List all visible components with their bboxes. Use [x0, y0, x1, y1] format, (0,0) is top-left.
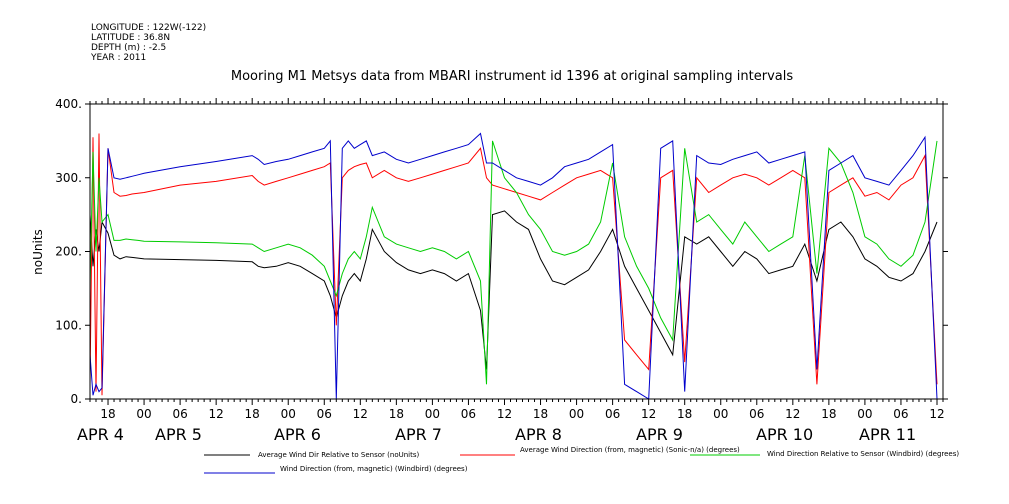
x-tick-label: 00: [425, 407, 440, 421]
y-tick-label: 300.: [55, 171, 82, 185]
x-tick-label: 00: [713, 407, 728, 421]
x-tick-label: 12: [353, 407, 368, 421]
legend-label: Average Wind Dir Relative to Sensor (noU…: [258, 451, 419, 459]
depth-text: DEPTH (m) : -2.5: [91, 43, 166, 53]
chart-title: Mooring M1 Metsys data from MBARI instru…: [231, 69, 793, 84]
x-tick-label: 06: [605, 407, 620, 421]
y-axis: 0. 100. 200. 300. 400.: [55, 97, 948, 406]
y-tick-label: 400.: [55, 97, 82, 111]
y-tick-label: 100.: [55, 318, 82, 332]
x-tick-label: 12: [785, 407, 800, 421]
x-tick-label: 18: [533, 407, 548, 421]
x-tick-label: 18: [245, 407, 260, 421]
x-tick-label: 12: [641, 407, 656, 421]
x-day-label: APR 4: [77, 425, 124, 444]
x-tick-label: 00: [569, 407, 584, 421]
x-day-label: APR 11: [859, 425, 916, 444]
x-tick-label: 06: [749, 407, 764, 421]
series-layer: [90, 132, 938, 399]
series-line-0: [90, 210, 938, 370]
x-tick-label: 00: [136, 407, 151, 421]
legend-label: Wind Direction Relative to Sensor (Windb…: [767, 450, 959, 458]
x-tick-label: 18: [821, 407, 836, 421]
x-tick-label: 18: [677, 407, 692, 421]
x-axis: 18 00 06 12 18 00 06 12 18 00 06 12 18 00 06 12 18 00 06 12…: [77, 98, 945, 444]
y-tick-label: 0.: [71, 392, 82, 406]
x-tick-label: 18: [100, 407, 115, 421]
x-day-label: APR 6: [274, 425, 321, 444]
x-tick-label: 12: [929, 407, 944, 421]
x-tick-label: 00: [857, 407, 872, 421]
x-tick-label: 00: [281, 407, 296, 421]
series-line-2: [90, 140, 938, 385]
y-tick-label: 200.: [55, 245, 82, 259]
x-tick-label: 06: [461, 407, 476, 421]
year-text: YEAR : 2011: [90, 53, 146, 63]
legend-label: Average Wind Direction (from, magnetic) …: [520, 446, 740, 454]
x-day-label: APR 8: [515, 425, 562, 444]
x-tick-label: 06: [893, 407, 908, 421]
latitude-text: LATITUDE : 36.8N: [91, 33, 170, 43]
series-line-3: [90, 132, 938, 399]
x-day-label: APR 10: [756, 425, 813, 444]
series-line-1: [90, 133, 938, 396]
x-day-label: APR 7: [395, 425, 442, 444]
x-tick-label: 06: [172, 407, 187, 421]
x-tick-label: 18: [389, 407, 404, 421]
x-tick-label: 12: [497, 407, 512, 421]
x-day-label: APR 5: [155, 425, 202, 444]
metadata-block: LONGITUDE : 122W(-122) LATITUDE : 36.8N …: [90, 23, 206, 63]
legend: Average Wind Dir Relative to Sensor (noU…: [204, 446, 959, 474]
x-day-label: APR 9: [636, 425, 683, 444]
legend-label: Wind Direction (from, magnetic) (Windbir…: [280, 465, 468, 473]
x-tick-label: 06: [317, 407, 332, 421]
y-axis-label: noUnits: [31, 229, 45, 275]
x-tick-label: 12: [209, 407, 224, 421]
longitude-text: LONGITUDE : 122W(-122): [91, 23, 206, 33]
